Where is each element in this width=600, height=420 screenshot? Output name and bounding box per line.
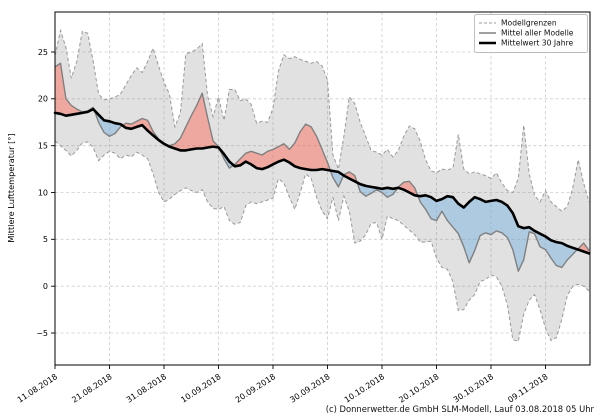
above-normal-fill bbox=[55, 63, 590, 254]
mean-30y-line bbox=[53, 107, 591, 255]
x-tick-label: 31.08.2018 bbox=[125, 372, 168, 404]
model-range-band bbox=[55, 30, 590, 342]
y-tick-label: 0 bbox=[43, 282, 48, 291]
copyright-text: (c) Donnerwetter.de GmbH SLM-Modell, Lau… bbox=[326, 404, 595, 414]
x-tick-label: 11.08.2018 bbox=[16, 372, 59, 404]
series-line-layer bbox=[53, 62, 591, 272]
legend-label-modellgrenzen: Modellgrenzen bbox=[501, 19, 557, 28]
x-tick-label: 09.11.2018 bbox=[506, 372, 549, 404]
legend: Modellgrenzen Mittel aller Modelle Mitte… bbox=[474, 14, 588, 53]
y-tick-label: 10 bbox=[38, 188, 48, 197]
x-tick-label: 20.09.2018 bbox=[234, 372, 277, 404]
y-tick-label: 25 bbox=[38, 48, 48, 57]
x-tick-label: 21.08.2018 bbox=[70, 372, 113, 404]
model-range-band-layer bbox=[54, 28, 590, 343]
x-tick-label: 10.10.2018 bbox=[343, 372, 386, 404]
model-range-lower-line bbox=[54, 140, 590, 343]
legend-label-mittelwert-30-jahre: Mittelwert 30 Jahre bbox=[501, 39, 574, 48]
anomaly-fill-layer bbox=[55, 63, 590, 272]
x-tick-label: 30.10.2018 bbox=[452, 372, 495, 404]
y-tick-label: −5 bbox=[36, 329, 48, 338]
model-range-upper-line bbox=[54, 28, 590, 212]
plot-border bbox=[54, 11, 591, 366]
y-tick-label: 15 bbox=[38, 142, 48, 151]
legend-box bbox=[474, 14, 588, 53]
y-tick-label: 5 bbox=[43, 235, 48, 244]
x-tick-label: 20.10.2018 bbox=[397, 372, 440, 404]
y-axis-label: Mittlere Lufttemperatur [°] bbox=[6, 133, 16, 242]
x-tick-label: 30.09.2018 bbox=[288, 372, 331, 404]
y-tick-label: 20 bbox=[38, 95, 48, 104]
model-mean-line bbox=[54, 62, 590, 272]
x-tick-label: 10.09.2018 bbox=[179, 372, 222, 404]
below-normal-fill bbox=[55, 109, 590, 272]
legend-label-mittel-aller-modelle: Mittel aller Modelle bbox=[501, 29, 574, 38]
